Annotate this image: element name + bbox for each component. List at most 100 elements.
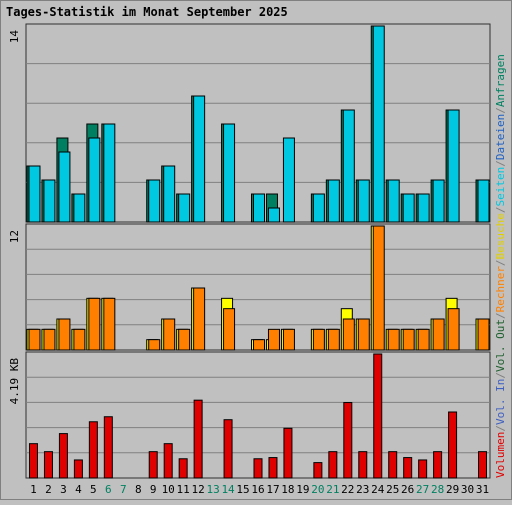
series-seiten — [28, 25, 490, 223]
bar-seiten-day-31 — [477, 179, 490, 223]
bar-volumen-day-11 — [178, 458, 188, 479]
x-tick-label: 29 — [446, 483, 459, 496]
bar-rechner-day-29 — [447, 308, 460, 351]
bar-seiten-day-4 — [73, 193, 86, 223]
right-legend-segment: Anfragen — [494, 54, 507, 107]
bar-rechner-day-3 — [58, 318, 71, 351]
bar-rechner-day-26 — [402, 328, 415, 351]
bar-rechner-day-17 — [267, 328, 280, 351]
x-tick-label: 25 — [386, 483, 399, 496]
right-legend-segment: / — [494, 372, 507, 379]
bar-volumen-day-18 — [283, 427, 293, 479]
bar-volumen-day-5 — [88, 421, 98, 479]
bar-seiten-day-22 — [342, 109, 355, 223]
bar-rechner-day-6 — [103, 297, 116, 351]
x-tick-label: 6 — [105, 483, 112, 496]
series-volumen — [28, 353, 488, 479]
right-legend-segment: Rechner — [494, 266, 507, 313]
bar-rechner-day-18 — [282, 328, 295, 351]
x-tick-label: 1 — [30, 483, 37, 496]
bar-seiten-day-27 — [417, 193, 430, 223]
right-legend-segment: Seiten — [494, 167, 507, 207]
bar-seiten-day-2 — [43, 179, 56, 223]
bar-rechner-day-27 — [417, 328, 430, 351]
bar-seiten-day-25 — [387, 179, 400, 223]
y-axis-max-label: 12 — [8, 230, 21, 243]
x-tick-label: 22 — [341, 483, 354, 496]
x-tick-label: 19 — [296, 483, 309, 496]
bar-volumen-day-23 — [358, 451, 368, 479]
x-tick-label: 31 — [476, 483, 489, 496]
chart-panel-2: 12 — [8, 223, 491, 351]
bar-seiten-day-24 — [372, 25, 385, 223]
y-axis-max-label: 14 — [8, 30, 21, 44]
bar-seiten-day-6 — [103, 123, 116, 223]
bar-seiten-day-17 — [267, 207, 280, 223]
bar-seiten-day-18 — [282, 137, 295, 223]
bar-seiten-day-16 — [253, 193, 265, 223]
x-tick-label: 2 — [45, 483, 52, 496]
bar-rechner-day-20 — [312, 328, 325, 351]
right-legend-segment: / — [494, 259, 507, 266]
x-tick-label: 10 — [162, 483, 175, 496]
bar-seiten-day-9 — [148, 179, 161, 223]
x-tick-label: 14 — [221, 483, 235, 496]
bar-volumen-day-4 — [73, 459, 83, 479]
bar-rechner-day-23 — [357, 318, 370, 351]
bar-seiten-day-14 — [223, 123, 236, 223]
bar-rechner-day-16 — [253, 339, 265, 351]
plot-area-3 — [25, 351, 491, 479]
bar-volumen-day-3 — [58, 433, 68, 479]
bar-seiten-day-5 — [88, 137, 101, 223]
bar-rechner-day-31 — [477, 318, 490, 351]
right-legend-segment: / — [494, 160, 507, 167]
bar-rechner-day-2 — [43, 328, 56, 351]
x-tick-label: 11 — [177, 483, 190, 496]
bar-volumen-day-20 — [313, 462, 323, 479]
right-legend-segment: / — [494, 206, 507, 213]
bar-rechner-day-1 — [28, 328, 41, 351]
bar-volumen-day-25 — [388, 451, 398, 479]
bar-volumen-day-22 — [343, 402, 353, 479]
bar-volumen-day-1 — [28, 443, 38, 479]
right-legend-segment: Volumen — [494, 432, 507, 478]
x-tick-label: 27 — [416, 483, 429, 496]
bar-volumen-day-29 — [448, 411, 458, 479]
x-tick-label: 3 — [60, 483, 67, 496]
bar-volumen-day-27 — [418, 459, 428, 479]
x-tick-label: 18 — [281, 483, 294, 496]
bar-seiten-day-10 — [163, 165, 176, 223]
bar-rechner-day-4 — [73, 328, 86, 351]
bar-volumen-day-6 — [103, 416, 113, 479]
bar-rechner-day-5 — [88, 297, 101, 351]
series-rechner — [28, 225, 490, 351]
bar-rechner-day-14 — [223, 308, 236, 351]
x-tick-label: 28 — [431, 483, 444, 496]
chart-title: Tages-Statistik im Monat September 2025 — [6, 5, 288, 19]
bar-volumen-day-24 — [373, 353, 383, 479]
x-axis-labels: 1 2 3 4 5 6 7 8 9 10 11 12 13 14 15 16 17 18 19 20 21 22 23 24 2… — [30, 483, 489, 496]
right-legend-segment: Dateien — [494, 114, 507, 160]
x-tick-label: 7 — [120, 483, 127, 496]
bar-volumen-day-2 — [43, 451, 53, 479]
bar-rechner-day-10 — [163, 318, 176, 351]
x-tick-label: 8 — [135, 483, 142, 496]
bar-rechner-day-25 — [387, 328, 400, 351]
bar-seiten-day-12 — [193, 95, 206, 223]
right-legend-segment: / — [494, 107, 507, 114]
chart-panel-1: 14 — [8, 23, 491, 223]
bar-seiten-day-26 — [402, 193, 415, 223]
chart-panels: 14 12 4.19 KB — [8, 23, 491, 479]
chart-panel-3: 4.19 KB — [8, 351, 491, 479]
bar-volumen-day-12 — [193, 399, 203, 479]
x-tick-label: 15 — [236, 483, 249, 496]
x-tick-label: 20 — [311, 483, 324, 496]
bar-volumen-day-9 — [148, 451, 158, 479]
bar-volumen-day-21 — [328, 451, 338, 479]
x-tick-label: 13 — [206, 483, 219, 496]
bar-seiten-day-20 — [312, 193, 325, 223]
bar-seiten-day-1 — [28, 165, 41, 223]
bar-seiten-day-11 — [178, 193, 191, 223]
